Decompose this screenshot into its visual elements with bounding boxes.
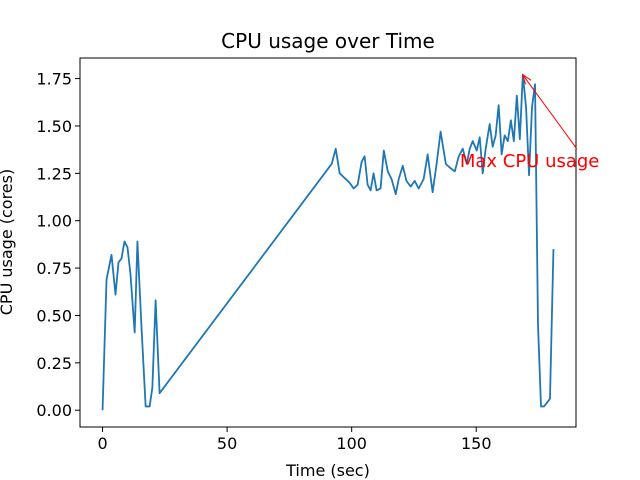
y-tick-label: 0.50 <box>36 306 72 325</box>
annotation-text: Max CPU usage <box>460 151 600 172</box>
y-tick-label: 1.00 <box>36 212 72 231</box>
y-axis-label: CPU usage (cores) <box>0 169 16 315</box>
y-tick-label: 1.50 <box>36 117 72 136</box>
x-tick-label: 0 <box>97 434 107 453</box>
x-axis-label: Time (sec) <box>285 461 370 480</box>
x-tick-label: 150 <box>461 434 492 453</box>
annotation-arrowhead <box>521 73 532 85</box>
y-tick-label: 1.75 <box>36 70 72 89</box>
plot-frame <box>79 57 577 428</box>
data-line <box>101 73 555 411</box>
y-tick-label: 0.75 <box>36 259 72 278</box>
x-tick-label: 100 <box>336 434 367 453</box>
x-tick-label: 50 <box>217 434 237 453</box>
y-tick-label: 0.00 <box>36 401 72 420</box>
y-tick-label: 1.25 <box>36 164 72 183</box>
y-tick-label: 0.25 <box>36 354 72 373</box>
chart-title: CPU usage over Time <box>221 29 435 53</box>
annotation-arrow <box>522 74 578 150</box>
